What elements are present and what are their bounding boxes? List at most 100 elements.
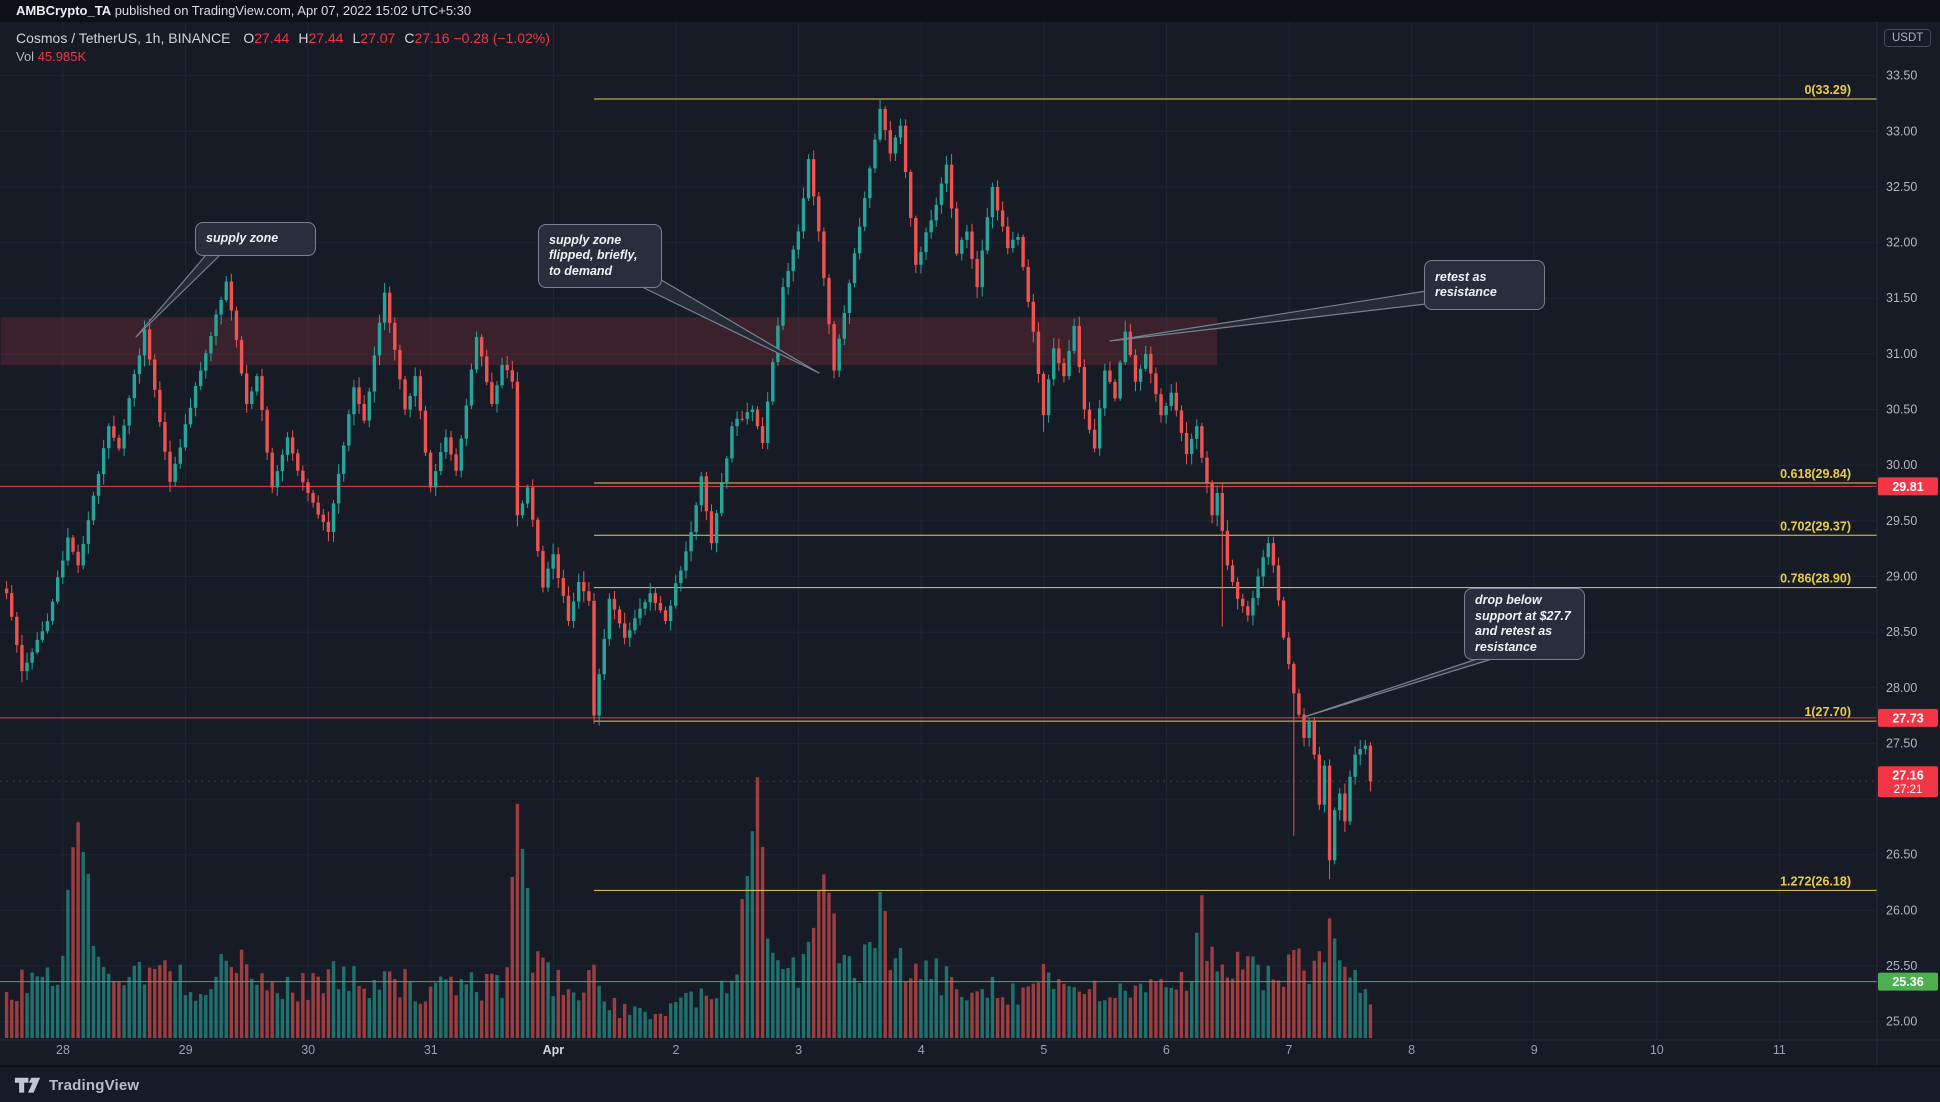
- candle-body: [525, 487, 530, 504]
- volume-bar: [244, 964, 249, 1038]
- supply-zone-region[interactable]: [0, 317, 1218, 366]
- candle-body: [367, 391, 371, 421]
- candle-body: [760, 426, 765, 443]
- volume-bar: [536, 951, 540, 1038]
- volume-bar: [551, 996, 555, 1038]
- volume-bar: [709, 999, 714, 1038]
- volume-bar: [725, 993, 729, 1038]
- candle-body: [388, 292, 392, 323]
- volume-bar: [1368, 1004, 1373, 1038]
- brand-name[interactable]: TradingView: [49, 1076, 140, 1094]
- candle-body: [117, 437, 121, 449]
- volume-bar: [720, 980, 724, 1038]
- volume-bar: [495, 975, 499, 1038]
- volume-bar: [388, 971, 392, 1038]
- candle-body: [842, 313, 847, 339]
- volume-bar: [919, 979, 923, 1038]
- candle-body: [1281, 600, 1286, 638]
- candle-body: [20, 644, 24, 672]
- candle-body: [970, 231, 974, 259]
- candle-body: [1235, 581, 1240, 599]
- volume-bar: [1159, 979, 1163, 1038]
- candle-body: [316, 502, 320, 515]
- candle-body: [628, 630, 632, 638]
- candle-body: [1292, 664, 1296, 694]
- candle-body: [449, 437, 453, 455]
- candle-body: [1041, 373, 1046, 416]
- candle-body: [158, 389, 162, 423]
- price-tick-label: 28.00: [1886, 681, 1917, 695]
- volume-bar: [173, 981, 177, 1038]
- candle-body: [949, 164, 954, 209]
- candle-body: [801, 198, 806, 232]
- volume-bar: [1200, 895, 1204, 1038]
- volume-bar: [122, 985, 126, 1038]
- volume-bar: [153, 968, 157, 1038]
- candle-body: [377, 322, 382, 356]
- volume-bar: [199, 994, 203, 1038]
- candle-body: [71, 537, 75, 552]
- volume-bar: [178, 964, 182, 1038]
- candle-body: [1358, 748, 1362, 755]
- candle-body: [893, 137, 898, 154]
- candle-body: [1230, 565, 1235, 582]
- volume-bar: [546, 962, 550, 1038]
- candles: [4, 99, 1373, 880]
- candle-body: [1195, 426, 1199, 439]
- volume-bar: [1251, 956, 1255, 1038]
- volume-bar: [224, 960, 228, 1038]
- candle-body: [127, 398, 131, 426]
- candle-body: [592, 600, 596, 716]
- volume-bar: [1021, 987, 1025, 1038]
- volume-bar: [296, 1001, 300, 1038]
- candle-body: [91, 495, 96, 521]
- candle-body: [1077, 326, 1081, 367]
- candle-body: [142, 329, 147, 356]
- volume-bar: [633, 1006, 637, 1038]
- volume-bar: [817, 890, 821, 1038]
- candle-body: [1220, 493, 1225, 531]
- candle-body: [423, 410, 428, 453]
- price-axis[interactable]: 33.50 33.00 32.50 32.00 31.50 31.00 30.50 30.00…: [1878, 69, 1938, 1029]
- volume-bar: [347, 990, 351, 1038]
- currency-chip[interactable]: USDT: [1884, 29, 1932, 47]
- volume-bar: [934, 958, 938, 1038]
- candle-body: [204, 353, 208, 371]
- price-tick-label: 33.50: [1886, 69, 1917, 83]
- candle-body: [1327, 765, 1332, 861]
- candle-body: [1154, 373, 1158, 395]
- time-axis[interactable]: 28 29 30 31 Apr 2 3 4 5 6 7 8 9 10 11: [56, 1043, 1786, 1057]
- volume-bar: [730, 980, 734, 1038]
- candle-body: [684, 551, 688, 571]
- callout-retest-as-resistance[interactable]: retest as resistance: [1424, 260, 1545, 310]
- volume-bar: [510, 876, 514, 1038]
- tradingview-logo-icon[interactable]: [14, 1075, 41, 1095]
- volume-bar: [316, 976, 320, 1038]
- candle-body: [781, 287, 785, 326]
- callout-supply-zone[interactable]: supply zone: [195, 222, 316, 256]
- candle-body: [168, 451, 172, 482]
- candle-body: [1174, 392, 1179, 411]
- volume-bar: [960, 996, 964, 1038]
- volume-bar: [1006, 1004, 1010, 1038]
- volume-bar: [668, 1003, 673, 1038]
- volume-bar: [970, 992, 974, 1038]
- fib-retracement[interactable]: 0(33.29) 0.618(29.84) 0.702(29.37) 0.786(28…: [594, 83, 1877, 891]
- price-tick-label: 30.00: [1886, 458, 1917, 472]
- volume-bar: [587, 969, 591, 1038]
- volume-bar: [878, 892, 882, 1038]
- candle-body: [730, 426, 734, 459]
- callout-drop-below-support[interactable]: drop below support at $27.7 and retest as r…: [1464, 588, 1585, 660]
- volume-bar: [617, 1018, 622, 1038]
- last-price-label: [1878, 766, 1938, 798]
- volume-bar: [1225, 977, 1230, 1038]
- candle-body: [811, 159, 816, 197]
- candle-body: [209, 336, 213, 354]
- candle-body: [745, 412, 749, 419]
- volume-bar: [873, 947, 877, 1038]
- callout-supply-zone-flipped[interactable]: supply zone flipped, briefly, to demand: [538, 224, 662, 288]
- candle-body: [1006, 226, 1010, 249]
- price-tick-label: 32.00: [1886, 236, 1917, 250]
- candle-body: [45, 620, 50, 632]
